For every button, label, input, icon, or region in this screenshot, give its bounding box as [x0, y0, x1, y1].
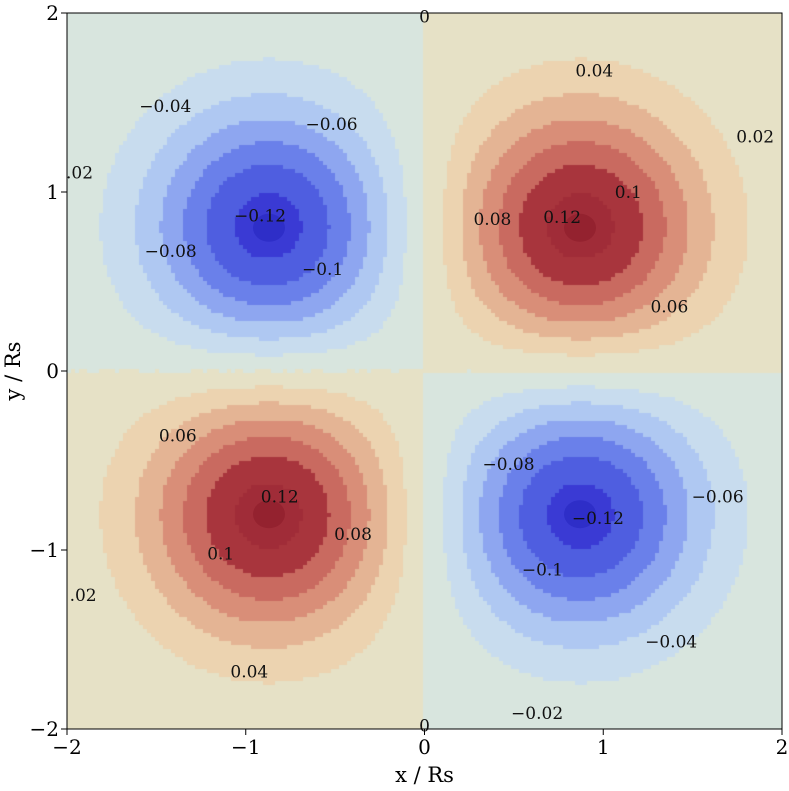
x-tick-label: 1: [597, 735, 610, 759]
x-tick-label: 2: [776, 735, 789, 759]
contour-label: 0.06: [159, 426, 197, 446]
extremum-core: [252, 213, 285, 242]
contour-label: −0.02: [511, 704, 563, 724]
contour-label: −0.06: [692, 487, 744, 507]
contour-label: 0.04: [230, 663, 268, 683]
contour-label: 0.08: [334, 525, 372, 545]
contour-label: −0.04: [645, 632, 697, 652]
contour-label: 0.1: [207, 545, 234, 565]
contour-labels: 0 0 0.04 0.02 0.1 0.08 0.12 0.06 −0.04 −0.06 .02 −0…: [66, 8, 774, 737]
contour-label: 0.12: [261, 487, 299, 507]
contour-field: [67, 13, 782, 729]
contour-label: −0.12: [234, 206, 286, 226]
y-tick-label: 0: [46, 359, 59, 383]
contour-label: .02: [70, 586, 97, 606]
contour-label: −0.1: [522, 561, 563, 581]
contour-label: 0.1: [615, 183, 642, 203]
x-tick-label: −2: [52, 735, 81, 759]
contour-label: 0.06: [650, 298, 688, 318]
contour-label: −0.06: [305, 115, 357, 135]
axes: −2 −1 0 1 2 −2 −1 0 1 2: [30, 1, 789, 759]
contour-label: 0: [419, 8, 430, 28]
contour-label: 0.02: [736, 128, 774, 148]
contour-label: −0.04: [139, 97, 191, 117]
y-tick-label: −1: [30, 538, 59, 562]
contour-fill: [67, 13, 782, 729]
y-tick-label: 2: [46, 1, 59, 25]
contour-label: 0.08: [473, 210, 511, 230]
y-tick-label: 1: [46, 180, 59, 204]
extremum-core: [252, 500, 285, 529]
y-axis-title: y / Rs: [1, 342, 25, 402]
extremum-core: [564, 500, 597, 529]
extremum-core: [564, 213, 597, 242]
contour-label: 0.04: [575, 61, 613, 81]
contour-label: 0: [419, 716, 430, 736]
contour-label: −0.12: [572, 509, 624, 529]
x-tick-label: 0: [418, 735, 431, 759]
contour-label: −0.1: [302, 260, 343, 280]
x-tick-label: −1: [231, 735, 260, 759]
contour-label: 0.12: [543, 208, 581, 228]
y-tick-label: −2: [30, 717, 59, 741]
x-axis-title: x / Rs: [395, 763, 454, 787]
contour-label: −0.08: [145, 242, 197, 262]
contour-label: .02: [66, 163, 93, 183]
contour-label: −0.08: [482, 455, 534, 475]
